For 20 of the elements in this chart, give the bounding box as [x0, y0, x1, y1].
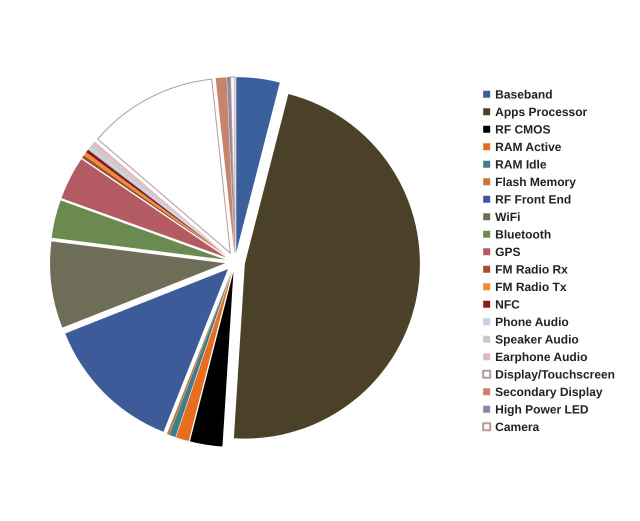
- legend-label: Secondary Display: [495, 384, 603, 399]
- legend-label: FM Radio Tx: [495, 280, 567, 294]
- legend-label: Earphone Audio: [495, 350, 588, 364]
- legend-label: GPS: [495, 244, 521, 259]
- legend-label: FM Radio Rx: [495, 262, 568, 276]
- legend-label: Speaker Audio: [495, 332, 579, 346]
- legend-label: Baseband: [495, 87, 553, 102]
- legend-label: RF CMOS: [495, 122, 551, 136]
- legend-label: RAM Idle: [495, 157, 547, 172]
- legend-label: RAM Active: [495, 140, 562, 154]
- legend-label: RF Front End: [495, 192, 572, 206]
- legend-label: Display/Touchscreen: [495, 367, 616, 382]
- legend-label: Camera: [495, 420, 540, 434]
- legend-label: Flash Memory: [495, 174, 576, 189]
- legend-label: High Power LED: [495, 402, 589, 416]
- legend-label: Bluetooth: [495, 227, 552, 242]
- legend-label: Apps Processor: [495, 104, 588, 119]
- legend-label: WiFi: [495, 210, 520, 224]
- legend-label: Phone Audio: [495, 314, 569, 329]
- legend-label: NFC: [495, 297, 520, 312]
